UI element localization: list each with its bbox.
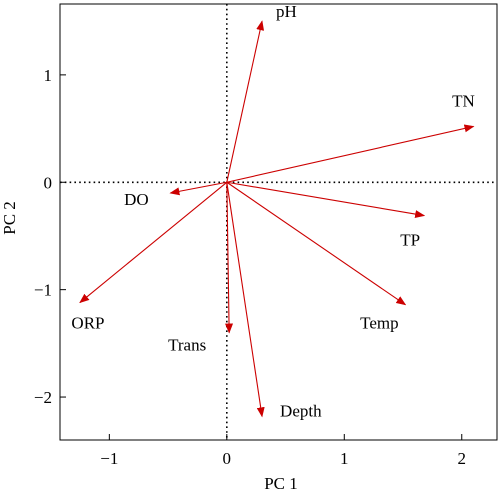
vector-arrow-ph <box>226 20 265 183</box>
vector-label-ph: pH <box>276 2 297 21</box>
x-tick-label: −1 <box>100 449 118 468</box>
vector-label-temp: Temp <box>360 314 398 333</box>
vector-arrow-trans <box>225 182 234 334</box>
vector-label-tn: TN <box>452 91 475 110</box>
vector-label-do: DO <box>124 190 149 209</box>
plot-frame <box>59 3 498 441</box>
y-tick-label: −1 <box>34 281 52 300</box>
x-axis-label: PC 1 <box>264 474 298 493</box>
vector-label-orp: ORP <box>71 314 104 333</box>
vector-arrow-orp <box>79 181 228 304</box>
vector-arrow-do <box>169 181 227 196</box>
vector-label-depth: Depth <box>280 401 322 420</box>
y-axis-label: PC 2 <box>0 201 19 235</box>
vector-label-tp: TP <box>400 231 420 250</box>
reference-lines <box>60 4 497 440</box>
vector-label-trans: Trans <box>168 336 206 355</box>
vector-arrow-depth <box>226 182 265 418</box>
axis-ticks: −1 0 1 2 −2 −1 0 1 <box>34 66 466 468</box>
x-tick-label: 0 <box>223 449 232 468</box>
vector-arrow-tp <box>226 181 426 219</box>
y-tick-label: −2 <box>34 388 52 407</box>
y-tick-label: 0 <box>44 173 53 192</box>
y-tick-label: 1 <box>44 66 53 85</box>
x-tick-label: 2 <box>458 449 467 468</box>
x-tick-label: 1 <box>340 449 349 468</box>
vector-arrow-temp <box>226 181 407 306</box>
loading-vectors: pH TN DO TP Temp ORP Trans Depth <box>71 2 474 420</box>
vector-arrow-tn <box>226 124 475 183</box>
